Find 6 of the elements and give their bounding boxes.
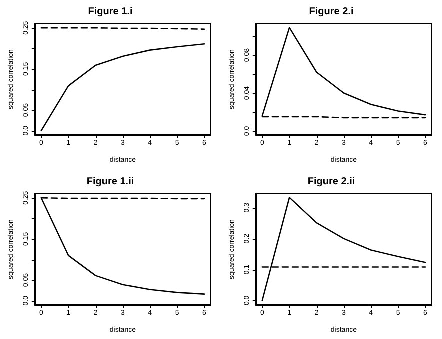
line-series [262,196,426,301]
chart-title: Figure 1.ii [86,176,134,187]
chart-title: Figure 1.i [88,6,133,18]
line-series [40,43,206,132]
chart-title: Figure 2.i [309,6,354,18]
chart-title: Figure 2.ii [308,176,356,187]
